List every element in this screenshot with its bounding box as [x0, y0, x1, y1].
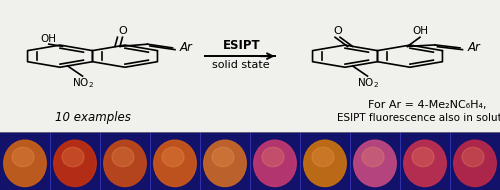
Ellipse shape	[362, 147, 384, 167]
Ellipse shape	[54, 140, 96, 187]
Ellipse shape	[404, 140, 446, 187]
Ellipse shape	[212, 147, 234, 167]
Ellipse shape	[454, 140, 496, 187]
Text: 10 examples: 10 examples	[54, 111, 130, 124]
Text: solid state: solid state	[212, 60, 270, 70]
Text: NO$_2$: NO$_2$	[356, 76, 378, 90]
Ellipse shape	[312, 147, 334, 167]
Text: NO$_2$: NO$_2$	[72, 76, 94, 90]
Ellipse shape	[304, 140, 346, 187]
Ellipse shape	[162, 147, 184, 167]
Ellipse shape	[354, 140, 396, 187]
Ellipse shape	[412, 147, 434, 167]
Ellipse shape	[62, 147, 84, 167]
Ellipse shape	[112, 147, 134, 167]
Ellipse shape	[104, 140, 146, 187]
Ellipse shape	[262, 147, 284, 167]
Text: For Ar = 4-Me₂NC₆H₄,: For Ar = 4-Me₂NC₆H₄,	[368, 100, 487, 110]
Text: ESIPT fluorescence also in solution: ESIPT fluorescence also in solution	[337, 113, 500, 123]
Text: Ar: Ar	[180, 41, 193, 54]
Text: O: O	[118, 26, 127, 36]
Text: OH: OH	[41, 34, 57, 44]
Text: Ar: Ar	[468, 41, 480, 54]
Ellipse shape	[462, 147, 484, 167]
Text: OH: OH	[412, 26, 428, 36]
Text: ESIPT: ESIPT	[222, 40, 260, 52]
Ellipse shape	[12, 147, 34, 167]
Ellipse shape	[154, 140, 196, 187]
Ellipse shape	[4, 140, 46, 187]
Text: O: O	[333, 26, 342, 36]
Ellipse shape	[254, 140, 296, 187]
Ellipse shape	[204, 140, 246, 187]
